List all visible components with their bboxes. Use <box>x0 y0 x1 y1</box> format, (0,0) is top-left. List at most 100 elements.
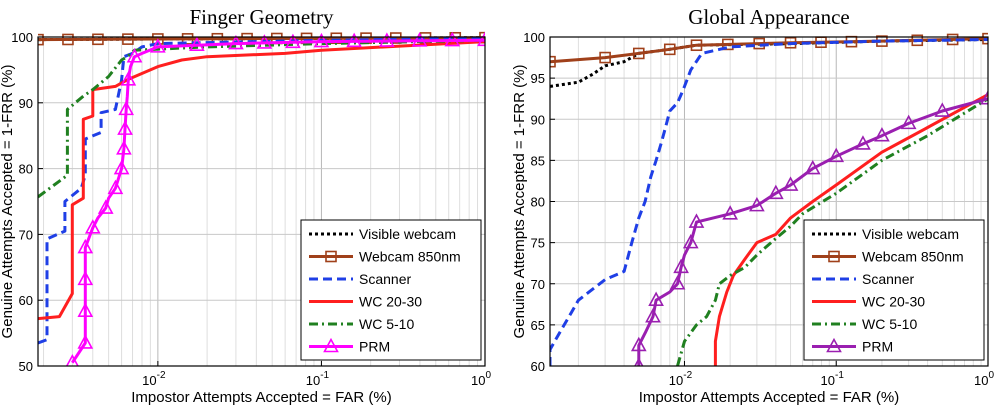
x-tick-label: 10-1 <box>821 370 845 388</box>
series-line <box>676 97 988 366</box>
y-tick-label: 75 <box>531 236 545 251</box>
marker-triangle <box>444 31 461 47</box>
x-axis-label: Impostor Attempts Accepted = FAR (%) <box>639 389 900 406</box>
series-scanner <box>38 36 485 345</box>
legend-item: Visible webcam <box>812 226 959 242</box>
legend-label: Visible webcam <box>359 226 456 242</box>
legend-box <box>803 219 985 361</box>
marker-triangle <box>313 32 330 48</box>
marker-square <box>62 33 74 46</box>
marker-triangle <box>411 32 428 47</box>
series-line <box>550 38 988 366</box>
marker-triangle <box>782 176 799 191</box>
legend-item: PRM <box>812 337 893 355</box>
chart-title: Global Appearance <box>688 5 850 29</box>
marker-triangle <box>116 140 132 155</box>
series-line <box>713 93 988 366</box>
marker-triangle <box>682 233 699 249</box>
marker-triangle <box>645 307 661 323</box>
legend-item: WC 5-10 <box>812 316 917 332</box>
legend-item: WC 20-30 <box>309 294 422 310</box>
y-tick-label: 85 <box>531 153 545 168</box>
marker-triangle <box>749 196 765 212</box>
marker-triangle <box>65 354 79 366</box>
marker-triangle <box>120 71 137 86</box>
y-tick-label: 95 <box>531 71 545 86</box>
legend: Visible webcam Webcam 850nm Scanner WC 20-3… <box>300 219 482 361</box>
marker-triangle <box>673 258 689 274</box>
marker-triangle <box>828 147 845 163</box>
legend-item: Webcam 850nm <box>309 249 461 265</box>
chart-title: Finger Geometry <box>189 5 334 29</box>
series-prm <box>65 31 485 366</box>
x-tick-label: 100 <box>974 370 994 388</box>
legend-label: WC 5-10 <box>862 316 917 332</box>
series-line <box>38 40 485 321</box>
marker-triangle <box>107 179 124 195</box>
marker-triangle <box>113 159 130 175</box>
marker-square <box>599 51 611 64</box>
marker-triangle <box>634 357 644 366</box>
marker-triangle <box>77 238 94 254</box>
legend-label: WC 20-30 <box>862 294 925 310</box>
marker-square <box>722 38 734 51</box>
marker-square <box>663 43 676 56</box>
legend-item: PRM <box>309 337 390 355</box>
marker-square <box>325 250 337 263</box>
y-tick-label: 60 <box>19 293 33 308</box>
y-tick-label: 100 <box>11 30 33 45</box>
y-tick-label: 100 <box>523 30 545 45</box>
series-scanner <box>550 38 988 366</box>
marker-triangle <box>126 48 143 63</box>
series-wc-5-10 <box>676 97 988 366</box>
y-tick-label: 80 <box>19 162 33 177</box>
legend-label: WC 5-10 <box>359 316 414 332</box>
marker-square <box>828 250 840 263</box>
marker-square <box>38 33 44 46</box>
marker-triangle <box>77 302 94 317</box>
chart-panel-2: 60 65 70 75 80 85 90 95 100 10-2 10-1 100 Global App… <box>511 5 994 406</box>
series-line <box>38 38 485 199</box>
marker-square <box>632 47 645 60</box>
marker-triangle <box>84 219 101 234</box>
marker-triangle <box>118 100 135 116</box>
marker-triangle <box>346 32 362 48</box>
legend-label: PRM <box>359 339 390 355</box>
legend-item: WC 5-10 <box>309 316 414 332</box>
y-tick-label: 70 <box>19 227 33 242</box>
legend-label: Scanner <box>862 271 914 287</box>
series-wc-20-30 <box>713 93 988 366</box>
marker-triangle <box>826 337 842 353</box>
marker-triangle <box>874 127 890 142</box>
marker-triangle <box>934 102 951 117</box>
x-tick-label: 10-2 <box>669 370 693 388</box>
legend-label: Webcam 850nm <box>359 249 461 265</box>
x-tick-label: 10-2 <box>142 370 166 388</box>
marker-triangle <box>77 334 94 349</box>
y-tick-label: 80 <box>531 195 545 210</box>
marker-square <box>690 39 703 52</box>
marker-triangle <box>150 38 166 53</box>
marker-triangle <box>256 34 273 49</box>
legend-item: Visible webcam <box>309 226 456 242</box>
y-tick-label: 65 <box>531 318 545 333</box>
x-axis-label: Impostor Attempts Accepted = FAR (%) <box>131 389 392 406</box>
marker-triangle <box>855 135 871 150</box>
legend-item: WC 20-30 <box>812 294 925 310</box>
marker-triangle <box>323 337 339 353</box>
marker-square <box>181 33 194 45</box>
marker-square <box>92 33 104 46</box>
marker-square <box>122 33 134 45</box>
y-tick-label: 60 <box>531 359 545 374</box>
marker-triangle <box>189 36 205 52</box>
x-tick-label: 100 <box>471 370 491 388</box>
legend: Visible webcam Webcam 850nm Scanner WC 20-3… <box>803 219 985 361</box>
series-prm <box>630 90 988 366</box>
legend-label: WC 20-30 <box>359 294 422 310</box>
legend-label: Webcam 850nm <box>862 249 964 265</box>
marker-triangle <box>804 159 821 175</box>
marker-triangle <box>648 291 664 307</box>
marker-triangle <box>669 275 686 290</box>
legend-item: Scanner <box>812 271 914 287</box>
